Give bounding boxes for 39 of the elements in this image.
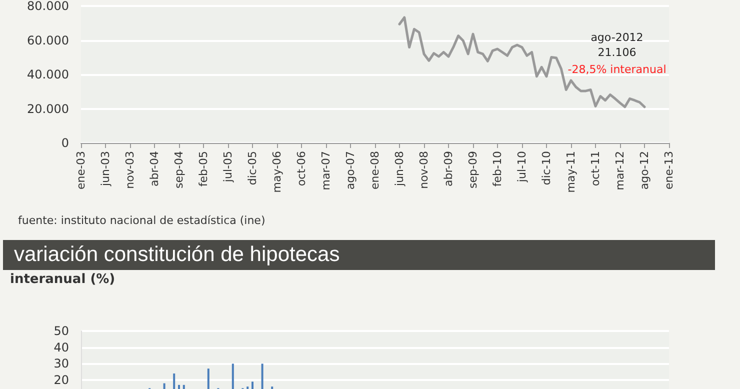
x-tick-label: nov-03 [124,151,136,189]
x-tick-label: jun-08 [393,151,406,187]
x-tick-label: nov-08 [418,151,430,189]
y-tick-label: 60.000 [27,33,69,48]
x-tick-label: ene-03 [74,151,88,190]
x-tick-label: dic-10 [540,151,553,186]
annotation: -28,5% interanual [568,63,666,76]
x-tick-label: jun-03 [99,151,112,187]
x-tick-label: jul-10 [516,151,528,184]
x-tick-label: mar-07 [320,151,332,190]
x-tick-label: ago-12 [638,151,651,190]
y-tick-label: 30 [54,356,69,371]
x-tick-label: ene-13 [662,151,676,190]
x-tick-label: abr-09 [442,151,455,187]
x-tick-label: ago-07 [344,151,357,190]
x-tick-label: may-06 [270,151,284,193]
chart-title: variación constitución de hipotecas [3,240,715,270]
x-tick-label: sep-09 [466,151,480,188]
y-tick-label: 80.000 [27,0,69,13]
y-tick-label: 50 [54,324,69,338]
source-note: fuente: instituto nacional de estadística (ine) [18,214,266,227]
x-tick-label: oct-11 [589,151,602,186]
x-tick-label: oct-06 [295,151,308,186]
x-tick-label: feb-05 [197,151,210,187]
y-axis-title: interanual (%) [10,272,116,287]
y-tick-label: 40 [54,340,69,354]
x-tick-label: ene-08 [368,151,382,190]
x-tick-label: sep-04 [172,151,186,188]
y-tick-label: 20 [54,373,69,388]
y-tick-label: 20.000 [27,102,69,116]
x-tick-label: jul-05 [222,151,234,184]
y-tick-label: 40.000 [27,68,69,82]
x-tick-label: mar-12 [614,151,626,190]
x-tick-label: may-11 [564,151,578,193]
x-tick-label: dic-05 [246,151,259,186]
annotation: ago-2012 21.106 [590,31,644,59]
x-tick-label: feb-10 [491,151,504,187]
y-tick-label: 0 [61,136,69,150]
x-tick-label: abr-04 [148,151,161,187]
